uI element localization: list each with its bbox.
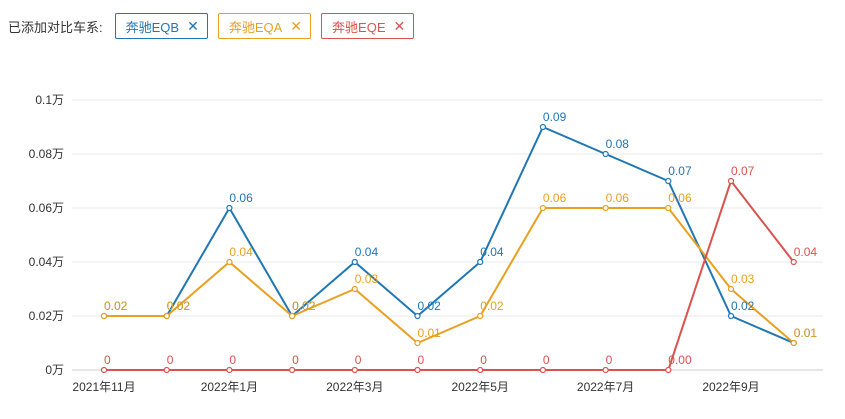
data-point bbox=[602, 204, 609, 212]
series-line-0 bbox=[104, 126, 795, 344]
data-point bbox=[226, 258, 233, 266]
data-label: 0.02 bbox=[418, 299, 442, 313]
compare-series-bar: 已添加对比车系: 奔驰EQB ✕ 奔驰EQA ✕ 奔驰EQE ✕ bbox=[8, 12, 415, 40]
x-tick-label: 2022年7月 bbox=[577, 380, 634, 394]
tag-eqa-label: 奔驰EQA bbox=[228, 19, 283, 35]
data-label: 0.09 bbox=[543, 110, 567, 124]
data-label: 0.01 bbox=[794, 326, 818, 340]
data-label: 0.01 bbox=[794, 326, 818, 340]
data-point bbox=[414, 366, 421, 374]
y-tick-label: 0.04万 bbox=[29, 255, 64, 269]
data-label: 0.07 bbox=[668, 164, 692, 178]
data-label: 0 bbox=[355, 353, 362, 367]
data-label: 0.04 bbox=[229, 245, 253, 259]
data-point bbox=[351, 366, 358, 374]
data-label: 0.00 bbox=[668, 353, 692, 367]
data-label: 0.06 bbox=[668, 191, 692, 205]
y-tick-label: 0.06万 bbox=[29, 201, 64, 215]
tag-eqe[interactable]: 奔驰EQE ✕ bbox=[321, 13, 415, 39]
data-label: 0.04 bbox=[480, 245, 504, 259]
data-point bbox=[477, 366, 484, 374]
data-point bbox=[665, 204, 672, 212]
data-label: 0.02 bbox=[104, 299, 128, 313]
data-label: 0.06 bbox=[543, 191, 567, 205]
data-label: 0.06 bbox=[229, 191, 253, 205]
data-point bbox=[289, 366, 296, 374]
y-tick-label: 0万 bbox=[45, 363, 64, 377]
data-point bbox=[100, 366, 108, 374]
data-point bbox=[351, 285, 358, 293]
data-label: 0.04 bbox=[355, 245, 379, 259]
data-label: 0.07 bbox=[731, 164, 755, 178]
data-point bbox=[414, 339, 421, 347]
data-label: 0.02 bbox=[731, 299, 755, 313]
x-tick-label: 2022年3月 bbox=[326, 380, 383, 394]
data-label: 0.03 bbox=[731, 272, 755, 286]
y-tick-label: 0.02万 bbox=[29, 309, 64, 323]
x-tick-label: 2021年11月 bbox=[72, 380, 135, 394]
tag-eqb-label: 奔驰EQB bbox=[125, 19, 180, 35]
x-tick-label: 2022年5月 bbox=[452, 380, 509, 394]
data-point bbox=[665, 366, 672, 374]
data-point bbox=[163, 312, 170, 320]
series-line-1 bbox=[104, 207, 795, 344]
data-point bbox=[539, 204, 547, 212]
data-label: 0.04 bbox=[794, 245, 818, 259]
data-point bbox=[289, 312, 296, 320]
y-tick-label: 0.08万 bbox=[29, 147, 64, 161]
x-tick-label: 2022年1月 bbox=[201, 380, 258, 394]
data-point bbox=[477, 258, 484, 266]
data-point bbox=[539, 366, 547, 374]
data-point bbox=[414, 312, 421, 320]
data-point bbox=[602, 366, 609, 374]
data-label: 0 bbox=[480, 353, 487, 367]
data-label: 0.02 bbox=[167, 299, 191, 313]
data-label: 0 bbox=[104, 353, 111, 367]
data-label: 0 bbox=[543, 353, 550, 367]
close-icon[interactable]: ✕ bbox=[187, 18, 199, 34]
close-icon[interactable]: ✕ bbox=[290, 18, 303, 34]
data-point bbox=[790, 258, 797, 266]
data-label: 0 bbox=[292, 353, 299, 367]
tag-eqb[interactable]: 奔驰EQB ✕ bbox=[114, 13, 208, 39]
data-label: 0.02 bbox=[167, 299, 191, 313]
data-point bbox=[226, 366, 233, 374]
data-label: 0 bbox=[167, 353, 174, 367]
data-label: 0.08 bbox=[606, 137, 630, 151]
y-tick-label: 0.1万 bbox=[35, 93, 64, 107]
data-label: 0.06 bbox=[606, 191, 630, 205]
data-point bbox=[727, 285, 735, 293]
data-label: 0.01 bbox=[418, 326, 442, 340]
data-label: 0.02 bbox=[480, 299, 504, 313]
x-tick-label: 2022年9月 bbox=[702, 380, 759, 394]
data-label: 0 bbox=[606, 353, 613, 367]
data-label: 0.02 bbox=[292, 299, 316, 313]
data-point bbox=[665, 177, 672, 185]
tag-eqe-label: 奔驰EQE bbox=[332, 19, 386, 35]
data-point bbox=[790, 339, 797, 347]
series-line-2 bbox=[104, 180, 795, 371]
data-point bbox=[163, 366, 170, 374]
close-icon[interactable]: ✕ bbox=[393, 18, 406, 34]
data-label: 0.02 bbox=[292, 299, 316, 313]
data-point bbox=[226, 204, 233, 212]
data-point bbox=[351, 258, 358, 266]
data-point bbox=[477, 312, 484, 320]
data-label: 0.02 bbox=[104, 299, 128, 313]
compare-label: 已添加对比车系: bbox=[8, 19, 103, 35]
data-label: 0 bbox=[229, 353, 236, 367]
data-point bbox=[100, 312, 108, 320]
data-label: 0.03 bbox=[355, 272, 379, 286]
data-point bbox=[602, 150, 609, 158]
data-point bbox=[727, 312, 735, 320]
data-point bbox=[727, 177, 735, 185]
tag-eqa[interactable]: 奔驰EQA ✕ bbox=[217, 13, 312, 39]
data-point bbox=[539, 123, 547, 131]
data-label: 0 bbox=[418, 353, 425, 367]
